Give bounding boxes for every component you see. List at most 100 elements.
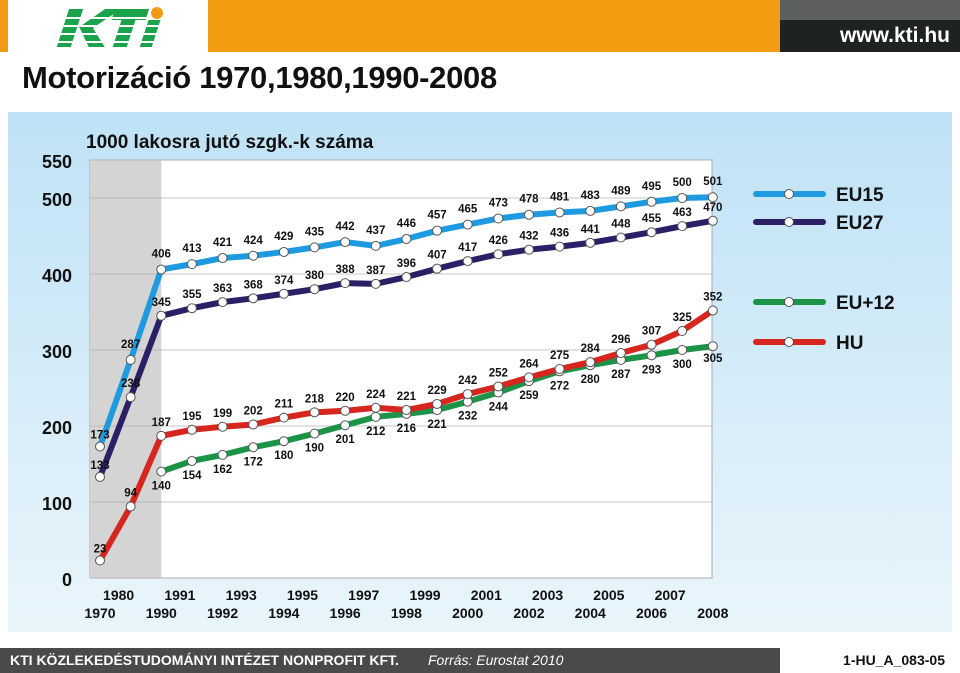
data-label-EU27-2003: 436 — [550, 228, 569, 240]
point-EU15-1993 — [248, 250, 259, 261]
data-label-EU27-1995: 380 — [305, 270, 324, 282]
point-EU15-1995 — [309, 242, 320, 253]
data-label-EU15-1980: 287 — [121, 339, 140, 351]
header-logo-area — [0, 0, 208, 52]
point-EU15-2007 — [677, 193, 688, 203]
data-label-HU-1998: 221 — [397, 391, 417, 403]
point-EU27-1990 — [156, 310, 167, 321]
data-label-EU27-2008: 470 — [703, 202, 722, 214]
x-tick-label-2004: 2004 — [575, 605, 606, 621]
point-EUplus12-2007 — [677, 345, 688, 355]
data-label-EU27-2000: 417 — [458, 242, 477, 254]
data-label-EU15-2007: 500 — [673, 177, 692, 189]
y-tick-label-0: 0 — [62, 570, 72, 590]
data-label-EUplus12-2001: 244 — [489, 402, 509, 414]
point-EU15-1991 — [186, 259, 197, 270]
y-tick-label-300: 300 — [42, 342, 72, 362]
data-label-HU-1992: 199 — [213, 408, 232, 420]
point-HU-1993 — [248, 419, 259, 430]
series-line-start-EU27 — [97, 394, 134, 480]
point-HU-2004 — [585, 357, 596, 368]
data-label-EUplus12-2005: 287 — [611, 369, 630, 381]
data-label-EU27-1970: 133 — [90, 460, 109, 472]
point-HU-2000 — [462, 389, 473, 400]
point-HU-2008 — [707, 305, 718, 316]
point-HU-1980 — [125, 501, 136, 512]
footer-organization: KTI KÖZLEKEDÉSTUDOMÁNYI INTÉZET NONPROFI… — [10, 652, 399, 668]
data-label-EU15-2004: 483 — [581, 190, 600, 202]
x-tick-label-1997: 1997 — [348, 587, 379, 603]
x-tick-label-2001: 2001 — [471, 587, 502, 603]
data-label-EU27-1990: 345 — [152, 297, 172, 309]
point-EU27-2001 — [493, 249, 504, 260]
logo-stripe-3 — [48, 33, 160, 35]
legend-marker-EU27 — [784, 217, 794, 227]
point-HU-2005 — [615, 348, 626, 359]
point-EU15-2001 — [493, 213, 504, 224]
point-EU27-2004 — [585, 237, 596, 248]
x-tick-label-2006: 2006 — [636, 605, 667, 621]
point-EU15-1980 — [125, 354, 136, 365]
point-EU27-2005 — [615, 232, 626, 243]
data-label-EUplus12-1995: 190 — [305, 443, 324, 455]
y-tick-label-200: 200 — [42, 418, 72, 438]
point-EU27-2003 — [554, 241, 565, 252]
y-tick-label-500: 500 — [42, 190, 72, 210]
data-label-HU-1980: 94 — [124, 488, 137, 500]
logo-stripe-1 — [53, 17, 155, 19]
point-EU27-1995 — [309, 284, 320, 295]
data-label-EUplus12-1991: 154 — [182, 470, 202, 482]
data-label-HU-1997: 224 — [366, 389, 386, 401]
website-url[interactable]: www.kti.hu — [839, 24, 950, 47]
x-tick-label-1970: 1970 — [84, 605, 115, 621]
data-label-HU-2001: 252 — [489, 367, 508, 379]
point-EU15-1970 — [95, 441, 105, 452]
logo-stripe-2 — [51, 25, 162, 27]
point-HU-1995 — [309, 407, 320, 418]
data-label-EU15-1999: 457 — [427, 210, 446, 222]
data-label-HU-1996: 220 — [336, 392, 355, 404]
x-tick-label-2008: 2008 — [697, 605, 728, 621]
accent-square — [0, 0, 8, 52]
data-label-EUplus12-1999: 221 — [427, 419, 447, 431]
point-EU15-1999 — [432, 225, 443, 236]
point-EUplus12-1992 — [217, 449, 228, 460]
point-EU15-2000 — [462, 219, 473, 230]
data-label-EU15-2008: 501 — [703, 176, 723, 188]
data-label-HU-1970: 23 — [94, 544, 107, 556]
point-HU-2001 — [493, 381, 504, 392]
footer-slide-code: 1-HU_A_083-05 — [843, 652, 945, 668]
data-label-EU15-1990: 406 — [152, 248, 171, 260]
point-EU27-2006 — [646, 227, 657, 238]
series-line-EU15 — [127, 194, 716, 363]
data-label-EU15-1994: 429 — [274, 231, 293, 243]
data-label-EU27-2001: 426 — [489, 235, 508, 247]
footer-bar — [0, 648, 780, 673]
point-EUplus12-2006 — [646, 350, 657, 361]
data-label-EUplus12-1993: 172 — [244, 456, 263, 468]
data-label-HU-2006: 307 — [642, 326, 661, 338]
point-HU-2002 — [523, 372, 534, 383]
point-EU15-1996 — [340, 237, 351, 248]
data-label-EU15-1998: 446 — [397, 218, 416, 230]
point-HU-1997 — [370, 402, 381, 413]
data-label-EUplus12-2006: 293 — [642, 364, 661, 376]
point-EUplus12-1997 — [370, 411, 381, 422]
legend-marker-EUplus12 — [784, 297, 794, 307]
point-HU-1998 — [401, 405, 412, 416]
point-EU27-1991 — [186, 303, 197, 314]
data-label-HU-1990: 187 — [152, 417, 171, 429]
logo-stripe-4 — [46, 41, 157, 43]
point-EU15-2006 — [646, 196, 657, 207]
legend-label-EU15: EU15 — [836, 185, 884, 206]
point-EUplus12-1990 — [156, 466, 167, 477]
data-label-EU15-1996: 442 — [336, 221, 355, 233]
point-EU15-2002 — [523, 209, 534, 220]
point-EU15-1998 — [401, 234, 412, 245]
point-EU27-1994 — [278, 288, 289, 299]
x-tick-label-1993: 1993 — [226, 587, 257, 603]
point-HU-1999 — [432, 398, 443, 409]
point-EUplus12-1993 — [248, 442, 259, 453]
point-EU15-1994 — [278, 246, 289, 257]
data-label-EUplus12-2002: 259 — [519, 390, 538, 402]
